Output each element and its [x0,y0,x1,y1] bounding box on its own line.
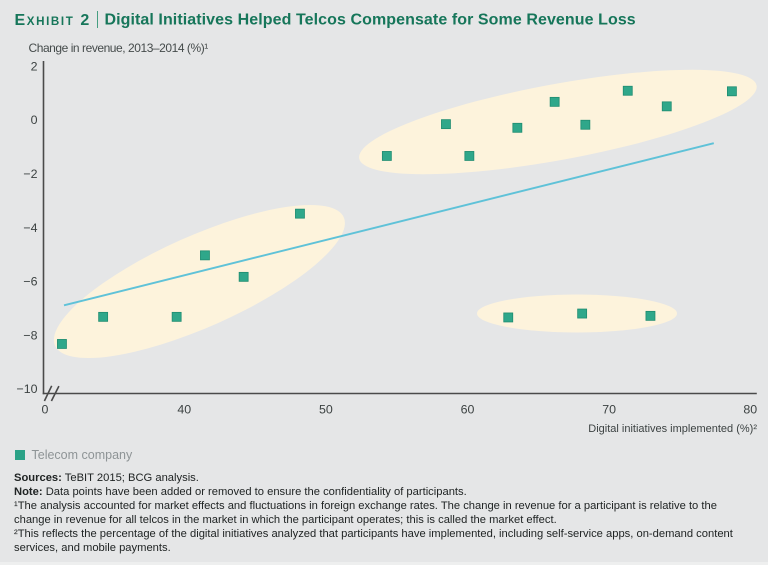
svg-text:−2: −2 [23,167,37,181]
svg-text:70: 70 [602,403,616,417]
svg-text:0: 0 [42,403,49,417]
svg-text:2: 2 [31,59,38,73]
svg-text:−6: −6 [23,275,37,289]
svg-text:0: 0 [31,113,38,127]
svg-text:−10: −10 [16,382,37,396]
svg-text:40: 40 [177,403,191,417]
svg-text:−8: −8 [23,328,37,342]
svg-text:50: 50 [319,403,333,417]
svg-text:80: 80 [743,403,757,417]
svg-text:60: 60 [461,403,475,417]
svg-text:−4: −4 [23,221,37,235]
